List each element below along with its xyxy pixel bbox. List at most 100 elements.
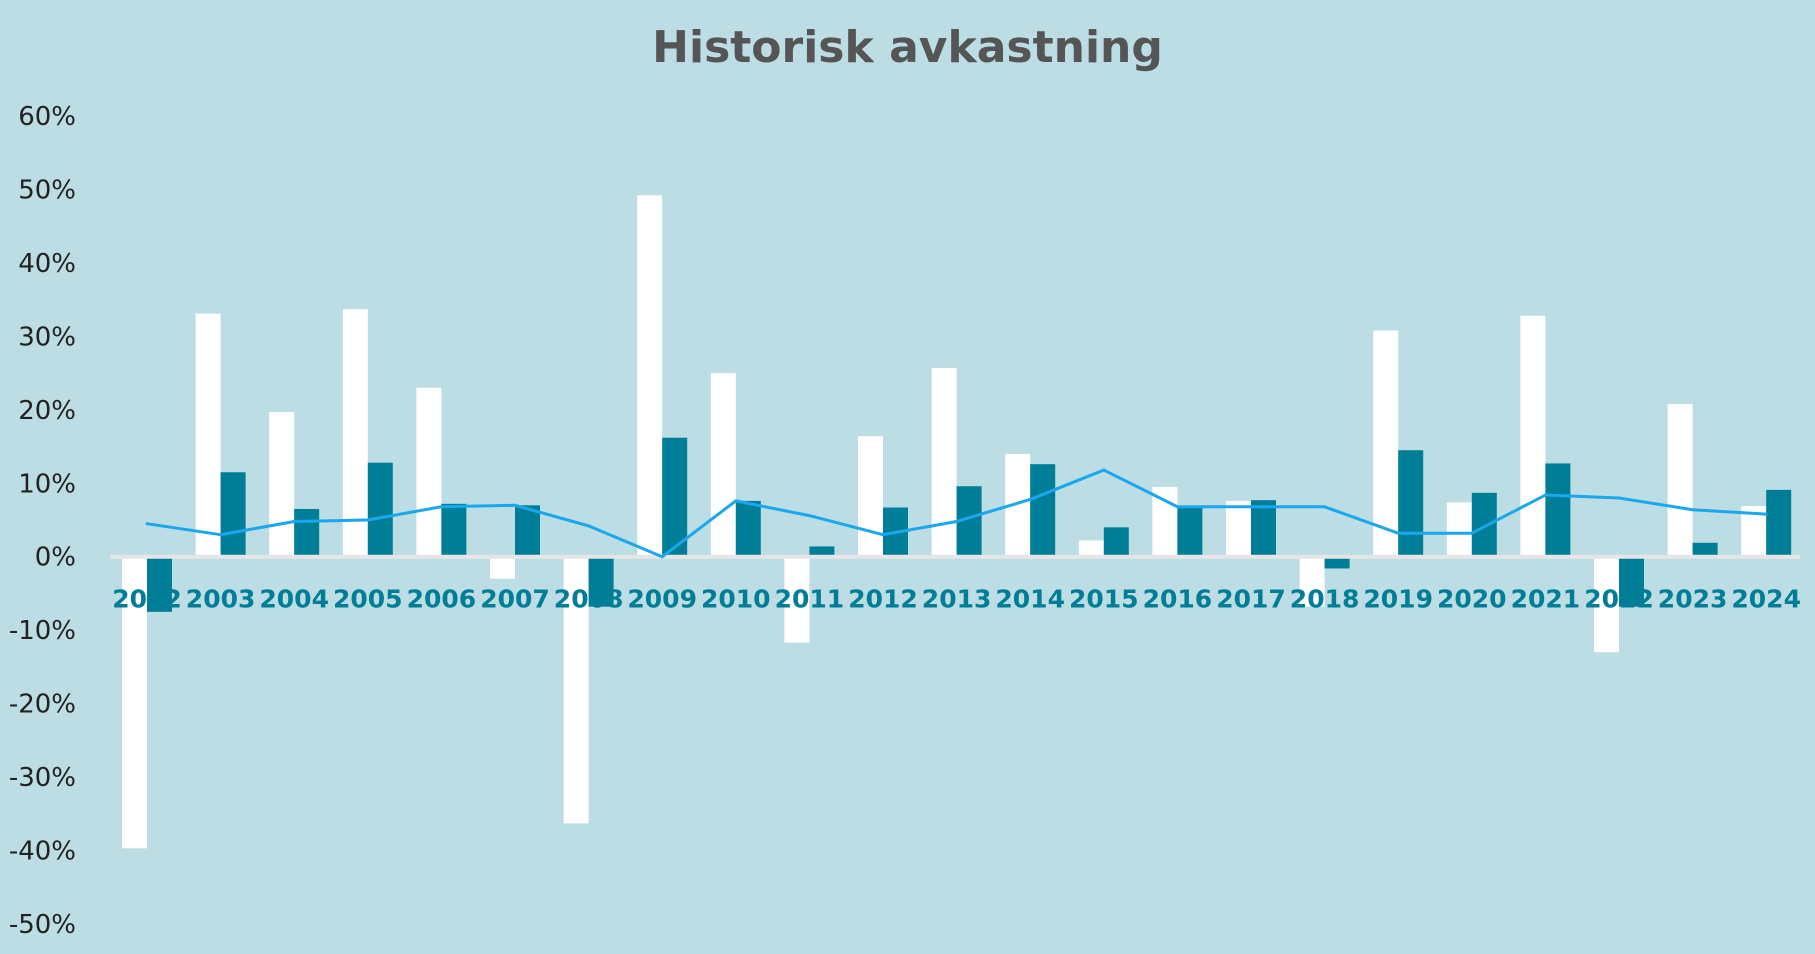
line-point [807,514,811,518]
bars-series-1 [122,195,1767,849]
bar [1471,492,1497,557]
bar [563,556,589,824]
line-point [1323,505,1327,509]
bar [195,313,221,557]
bar [1545,463,1571,557]
line-point [292,519,296,523]
y-tick-label: 30% [18,322,76,352]
bar [662,437,688,557]
x-tick-label: 2004 [259,585,329,614]
x-tick-label: 2008 [554,585,624,614]
x-axis: 2002 2003 2004 2005 2006 2007 2008 2009 2010 2011… [112,585,1801,614]
y-tick-label: -10% [9,616,76,646]
bar [1078,540,1104,557]
y-tick-label: -20% [9,690,76,720]
bar [220,472,246,557]
bar [1373,330,1399,557]
bar [342,309,368,557]
bar [637,195,663,557]
bar [1226,500,1251,557]
line-point [1617,496,1621,500]
line-point [881,533,885,537]
bar [1103,527,1129,557]
line-point [660,555,664,559]
bar [1520,315,1546,557]
bar [515,505,540,557]
x-tick-label: 2007 [480,585,550,614]
bar [588,556,614,607]
y-tick-label: 40% [18,249,76,279]
x-tick-label: 2014 [995,585,1065,614]
y-tick-label: 0% [35,543,76,573]
bar [147,556,172,612]
line-point [1175,505,1179,509]
line-point [587,524,591,528]
x-tick-label: 2019 [1363,585,1433,614]
y-tick-label: 50% [18,175,76,205]
y-tick-label: 20% [18,396,76,426]
line-point [1249,505,1253,509]
bar [710,373,736,557]
bar [735,500,761,557]
bar [1398,450,1424,557]
x-tick-label: 2009 [627,585,697,614]
bar [1594,556,1619,653]
line-point [1543,493,1547,497]
bar [367,462,393,557]
bar [1299,556,1325,607]
chart-title: Historisk avkastning [652,22,1163,73]
x-tick-label: 2021 [1511,585,1581,614]
line-point [1691,508,1695,512]
x-tick-label: 2006 [407,585,477,614]
bar [1251,500,1276,557]
y-tick-label: -40% [9,837,76,867]
y-tick-label: -30% [9,763,76,793]
x-tick-label: 2020 [1437,585,1507,614]
line-point [366,518,370,522]
y-tick-label: 10% [18,469,76,499]
line-point [1102,468,1106,472]
line-point [955,519,959,523]
line-point [513,503,517,507]
x-tick-label: 2012 [848,585,918,614]
x-tick-label: 2013 [922,585,992,614]
x-tick-label: 2002 [112,585,182,614]
bar [269,412,295,557]
bar [809,546,835,557]
y-tick-label: -50% [9,910,76,940]
x-tick-label: 2010 [701,585,771,614]
x-tick-label: 2016 [1143,585,1213,614]
bar [122,556,147,849]
line-series-3 [145,468,1768,559]
x-tick-label: 2024 [1731,585,1801,614]
bar [1692,542,1718,557]
bar [1446,502,1472,557]
bar [1177,506,1203,557]
x-tick-label: 2005 [333,585,403,614]
bar [784,556,810,643]
x-tick-label: 2022 [1584,585,1654,614]
line-point [219,533,223,537]
y-axis: 60% 50% 40% 30% 20% 10% 0% -10% -20% -30% -40% -50% [9,102,76,940]
line-point [1028,497,1032,501]
bar [1667,403,1693,557]
bar [1766,489,1792,557]
line-point [1764,512,1768,516]
line-point [734,499,738,503]
bar [858,436,883,557]
y-tick-label: 60% [18,102,76,132]
bar [1619,556,1644,607]
bar [1152,486,1178,557]
bar [294,508,320,557]
bar [931,367,957,557]
x-tick-label: 2015 [1069,585,1139,614]
line-point [439,505,443,509]
x-tick-label: 2003 [186,585,256,614]
bar [1030,464,1056,557]
bars-series-2 [147,437,1792,612]
bar [416,387,442,557]
bar [1324,556,1350,569]
x-tick-label: 2023 [1658,585,1728,614]
x-tick-label: 2011 [775,585,845,614]
